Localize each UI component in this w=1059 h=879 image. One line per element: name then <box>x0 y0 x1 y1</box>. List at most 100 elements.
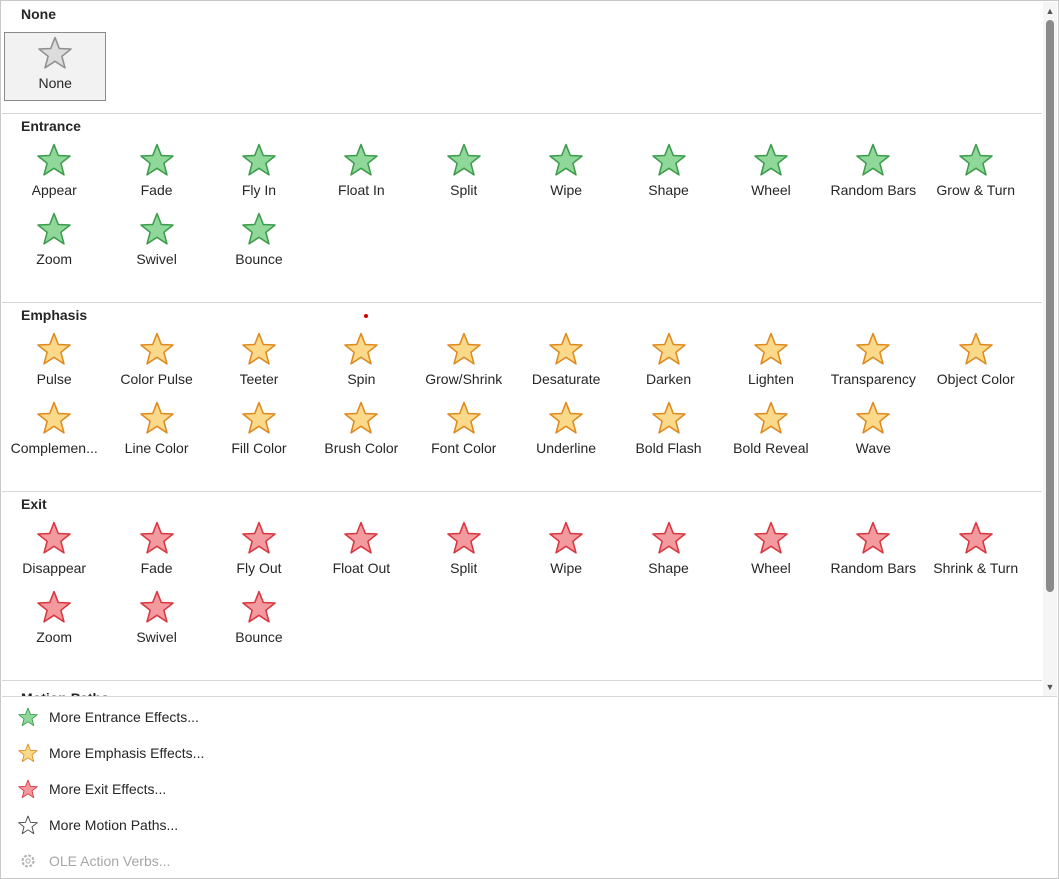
section-header-none: None <box>21 6 56 22</box>
shrink-turn-icon <box>958 521 993 554</box>
line-color-icon <box>139 401 174 434</box>
section-entrance: Entrance Appear Fade Fly In Float In Split Wi… <box>2 114 1042 303</box>
effect-label: Bounce <box>235 251 283 267</box>
effect-exit-swivel[interactable]: Swivel <box>105 587 207 656</box>
swivel-exit-icon <box>139 590 174 623</box>
effect-label: Bold Reveal <box>733 440 809 456</box>
effect-exit-random-bars[interactable]: Random Bars <box>822 518 924 587</box>
menu-item-label: More Exit Effects... <box>49 781 167 797</box>
swivel-entrance-icon <box>139 212 174 245</box>
effect-label: Grow & Turn <box>936 182 1015 198</box>
effect-emphasis-bold-flash[interactable]: Bold Flash <box>617 398 719 467</box>
effect-emphasis-bold-reveal[interactable]: Bold Reveal <box>720 398 822 467</box>
effect-exit-float-out[interactable]: Float Out <box>310 518 412 587</box>
effect-label: Lighten <box>747 371 794 387</box>
effect-exit-zoom[interactable]: Zoom <box>3 587 105 656</box>
effect-exit-disappear[interactable]: Disappear <box>3 518 105 587</box>
effect-emphasis-pulse[interactable]: Pulse <box>3 329 105 398</box>
effect-emphasis-complemen[interactable]: Complemen... <box>3 398 105 467</box>
effect-label: Float Out <box>332 560 391 576</box>
menu-item-label: OLE Action Verbs... <box>49 853 171 869</box>
effect-entrance-wheel[interactable]: Wheel <box>720 140 822 209</box>
effect-emphasis-grow-shrink[interactable]: Grow/Shrink <box>413 329 515 398</box>
brush-color-icon <box>344 401 379 434</box>
effect-emphasis-wave[interactable]: Wave <box>822 398 924 467</box>
fade-exit-icon <box>139 521 174 554</box>
effect-entrance-grow-turn[interactable]: Grow & Turn <box>925 140 1027 209</box>
scroll-thumb[interactable] <box>1046 20 1054 592</box>
section-exit: Exit Disappear Fade Fly Out Float Out Split W… <box>2 492 1042 681</box>
effect-exit-bounce[interactable]: Bounce <box>208 587 310 656</box>
effect-exit-wheel[interactable]: Wheel <box>720 518 822 587</box>
effect-emphasis-underline[interactable]: Underline <box>515 398 617 467</box>
effect-exit-split[interactable]: Split <box>413 518 515 587</box>
bold-flash-icon <box>651 401 686 434</box>
effect-entrance-bounce[interactable]: Bounce <box>208 209 310 278</box>
effect-label: Random Bars <box>830 182 917 198</box>
more-entrance-effects-item[interactable]: More Entrance Effects... <box>2 699 1057 735</box>
effect-exit-wipe[interactable]: Wipe <box>515 518 617 587</box>
effect-label: Shape <box>648 182 689 198</box>
teeter-icon <box>242 332 276 365</box>
effect-label: Float In <box>338 182 385 198</box>
effect-label: Bounce <box>235 629 283 645</box>
effect-entrance-wipe[interactable]: Wipe <box>515 140 617 209</box>
effect-exit-fly-out[interactable]: Fly Out <box>208 518 310 587</box>
effect-entrance-float-in[interactable]: Float In <box>310 140 412 209</box>
effect-entrance-shape[interactable]: Shape <box>617 140 719 209</box>
float-in-icon <box>344 143 379 176</box>
effect-emphasis-darken[interactable]: Darken <box>617 329 719 398</box>
grow-shrink-icon <box>446 332 481 365</box>
effect-label: Fade <box>140 182 173 198</box>
bounce-entrance-icon <box>242 212 276 245</box>
more-exit-effects-item[interactable]: More Exit Effects... <box>2 771 1057 807</box>
effect-entrance-swivel[interactable]: Swivel <box>105 209 207 278</box>
effect-label: None <box>38 75 72 91</box>
wipe-entrance-icon <box>549 143 583 176</box>
shape-exit-icon <box>651 521 686 554</box>
vertical-scrollbar[interactable]: ▲ ▼ <box>1043 2 1057 696</box>
bounce-exit-icon <box>242 590 276 623</box>
effect-emphasis-lighten[interactable]: Lighten <box>720 329 822 398</box>
effect-label: Transparency <box>830 371 916 387</box>
effect-emphasis-fill-color[interactable]: Fill Color <box>208 398 310 467</box>
effect-emphasis-teeter[interactable]: Teeter <box>208 329 310 398</box>
effect-label: Shrink & Turn <box>933 560 1019 576</box>
effect-emphasis-object-color[interactable]: Object Color <box>925 329 1027 398</box>
effect-entrance-fade[interactable]: Fade <box>105 140 207 209</box>
exit-star-icon <box>18 779 38 799</box>
effect-none-none[interactable]: None <box>4 32 107 101</box>
effect-label: Fly Out <box>236 560 282 576</box>
section-header-entrance: Entrance <box>21 118 81 134</box>
menu-item-label: More Entrance Effects... <box>49 709 199 725</box>
effect-entrance-zoom[interactable]: Zoom <box>3 209 105 278</box>
effect-label: Pulse <box>36 371 72 387</box>
effect-exit-shape[interactable]: Shape <box>617 518 719 587</box>
effect-emphasis-desaturate[interactable]: Desaturate <box>515 329 617 398</box>
effect-entrance-split[interactable]: Split <box>413 140 515 209</box>
effect-emphasis-line-color[interactable]: Line Color <box>105 398 207 467</box>
effect-exit-shrink-turn[interactable]: Shrink & Turn <box>925 518 1027 587</box>
emphasis-star-icon <box>18 743 38 763</box>
effect-emphasis-spin[interactable]: Spin <box>310 329 412 398</box>
effect-entrance-fly-in[interactable]: Fly In <box>208 140 310 209</box>
effect-emphasis-font-color[interactable]: Font Color <box>413 398 515 467</box>
section-none: None None <box>2 2 1042 114</box>
effect-entrance-random-bars[interactable]: Random Bars <box>822 140 924 209</box>
more-emphasis-effects-item[interactable]: More Emphasis Effects... <box>2 735 1057 771</box>
star-gray-icon <box>38 36 72 69</box>
split-entrance-icon <box>446 143 481 176</box>
more-motion-paths-item[interactable]: More Motion Paths... <box>2 807 1057 843</box>
effect-emphasis-color-pulse[interactable]: Color Pulse <box>105 329 207 398</box>
effect-label: Complemen... <box>10 440 98 456</box>
effect-exit-fade[interactable]: Fade <box>105 518 207 587</box>
effect-emphasis-brush-color[interactable]: Brush Color <box>310 398 412 467</box>
scroll-up-arrow-icon[interactable]: ▲ <box>1045 6 1055 16</box>
fill-color-icon <box>242 401 276 434</box>
effect-label: Wheel <box>751 182 791 198</box>
effect-label: Shape <box>648 560 689 576</box>
effect-label: Object Color <box>936 371 1015 387</box>
effect-entrance-appear[interactable]: Appear <box>3 140 105 209</box>
scroll-down-arrow-icon[interactable]: ▼ <box>1045 682 1055 692</box>
effect-emphasis-transparency[interactable]: Transparency <box>822 329 924 398</box>
